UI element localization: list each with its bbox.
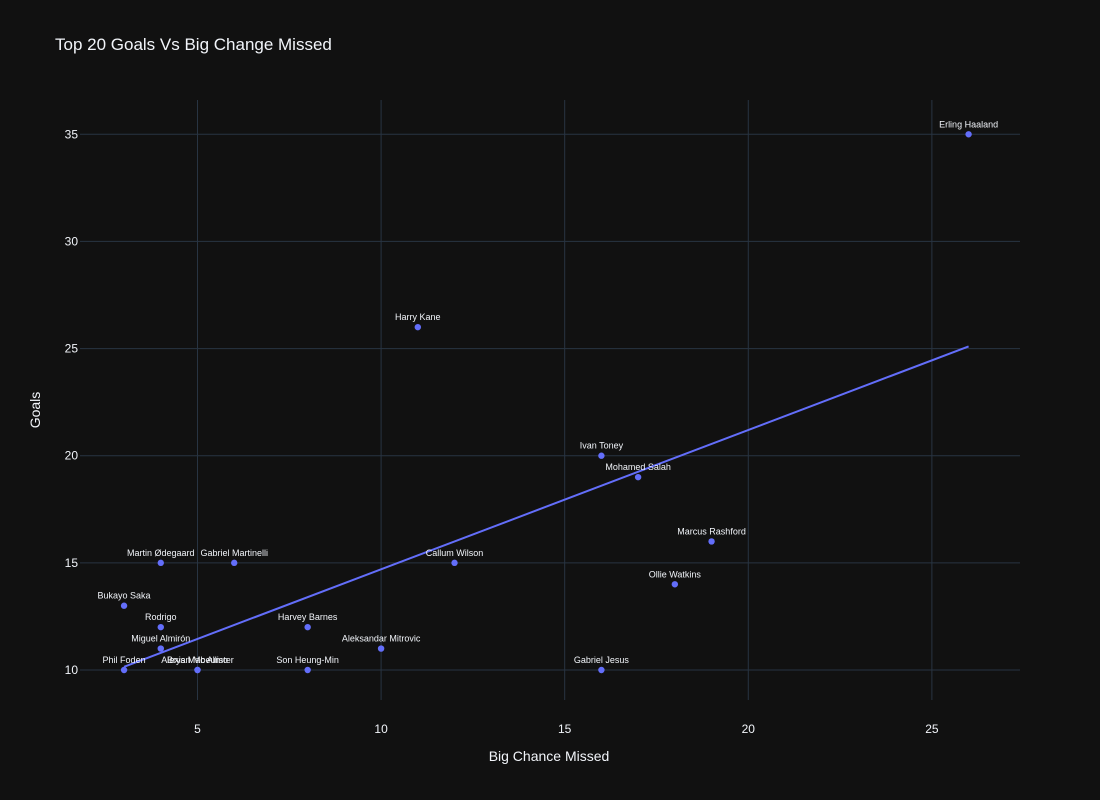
x-tick-label: 15 bbox=[558, 722, 572, 736]
data-point[interactable] bbox=[708, 538, 715, 545]
trendline-layer bbox=[123, 345, 969, 668]
data-point[interactable] bbox=[965, 131, 972, 138]
x-tick-label: 25 bbox=[925, 722, 939, 736]
point-label: Harvey Barnes bbox=[278, 612, 338, 622]
x-tick-label: 20 bbox=[742, 722, 756, 736]
y-axis-title: Goals bbox=[27, 392, 43, 429]
data-point[interactable] bbox=[671, 581, 679, 588]
data-point[interactable] bbox=[120, 666, 128, 674]
data-point[interactable] bbox=[451, 559, 458, 567]
data-point[interactable] bbox=[634, 473, 642, 481]
point-label: Gabriel Martinelli bbox=[200, 548, 268, 558]
y-tick-label: 15 bbox=[65, 556, 79, 570]
point-label: Bukayo Saka bbox=[98, 591, 151, 601]
point-label: Phil Foden bbox=[103, 655, 146, 665]
point-label: Ivan Toney bbox=[580, 441, 624, 451]
tick-labels-layer: 5 10 15 20 25 10 15 20 25 30 35 bbox=[65, 127, 939, 736]
data-point[interactable] bbox=[304, 666, 311, 674]
grid-layer bbox=[80, 100, 1020, 700]
y-tick-label: 35 bbox=[65, 127, 79, 141]
data-point[interactable] bbox=[598, 666, 605, 674]
x-tick-label: 5 bbox=[194, 722, 201, 736]
y-tick-label: 20 bbox=[65, 449, 79, 463]
point-label: Harry Kane bbox=[395, 312, 441, 322]
data-point[interactable] bbox=[157, 645, 164, 652]
point-label: Son Heung-Min bbox=[276, 655, 339, 665]
data-point[interactable] bbox=[157, 623, 164, 631]
data-point[interactable] bbox=[157, 559, 164, 567]
point-label: Ollie Watkins bbox=[649, 569, 702, 579]
data-point[interactable] bbox=[194, 666, 201, 674]
point-label: Rodrigo bbox=[145, 612, 177, 622]
y-tick-label: 25 bbox=[65, 342, 79, 356]
point-label: Martin Ødegaard bbox=[127, 548, 195, 558]
x-tick-label: 10 bbox=[374, 722, 388, 736]
point-label: Marcus Rashford bbox=[677, 526, 746, 536]
y-tick-label: 10 bbox=[65, 663, 79, 677]
chart-title: Top 20 Goals Vs Big Change Missed bbox=[55, 35, 332, 54]
data-point[interactable] bbox=[377, 645, 385, 652]
y-tick-label: 30 bbox=[65, 234, 79, 248]
data-point[interactable] bbox=[598, 452, 605, 459]
data-point[interactable] bbox=[120, 602, 128, 609]
point-label: Aleksandar Mitrovic bbox=[342, 634, 421, 644]
trendline bbox=[123, 345, 969, 668]
points-layer bbox=[120, 131, 972, 674]
point-label: Erling Haaland bbox=[939, 119, 998, 129]
x-axis-title: Big Chance Missed bbox=[489, 748, 610, 764]
point-label: Miguel Almirón bbox=[131, 634, 190, 644]
point-label: Alexis Mac Allister bbox=[161, 655, 234, 665]
point-label: Callum Wilson bbox=[426, 548, 484, 558]
data-point[interactable] bbox=[414, 323, 422, 331]
point-label: Bryan Mbeumo bbox=[167, 655, 228, 665]
point-label: Gabriel Jesus bbox=[574, 655, 630, 665]
point-label: Mohamed Salah bbox=[605, 462, 671, 472]
data-point[interactable] bbox=[304, 623, 311, 631]
data-point[interactable] bbox=[231, 559, 238, 567]
point-labels-layer: Erling Haaland Harry Kane Ivan Toney Mohame… bbox=[98, 119, 999, 665]
